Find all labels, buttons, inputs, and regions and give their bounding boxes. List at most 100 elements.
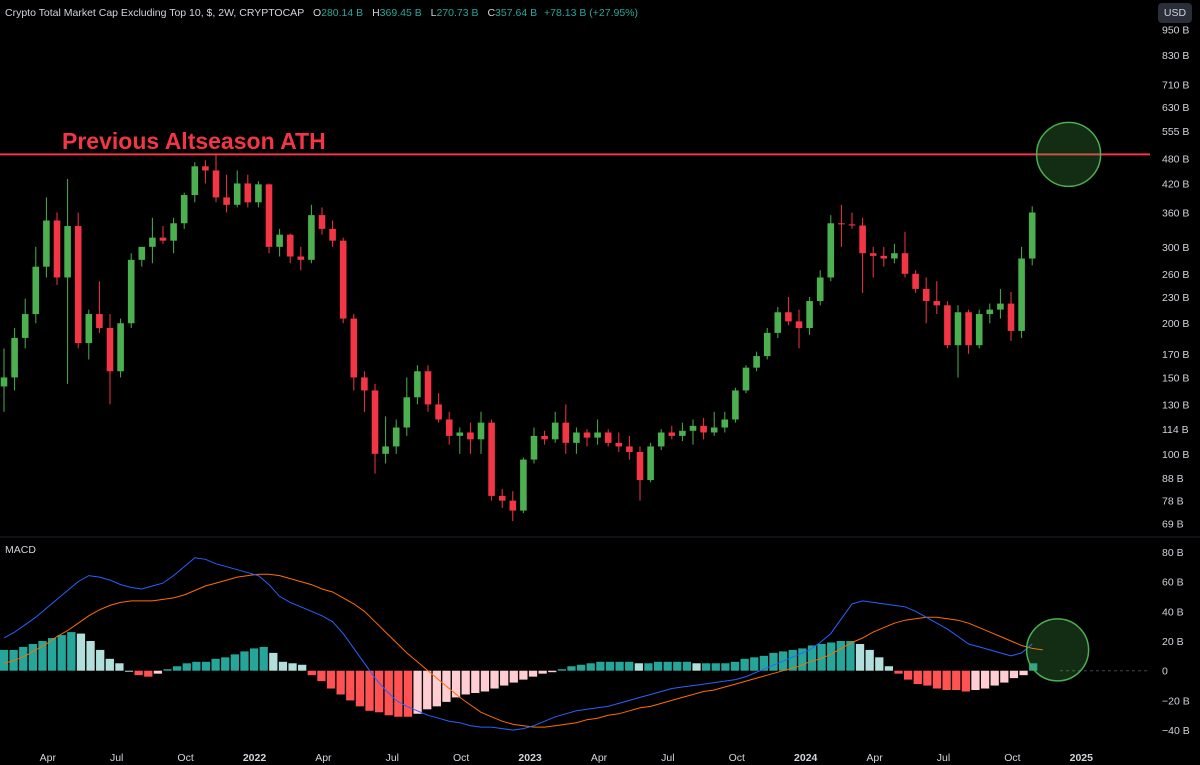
macd-histogram-bar [221, 657, 230, 671]
macd-histogram-bar [1019, 670, 1028, 676]
currency-button[interactable]: USD [1158, 3, 1192, 23]
change-value: +78.13 B (+27.95%) [544, 7, 638, 19]
candle-body [891, 253, 898, 259]
price-tick-label: 88 B [1162, 473, 1184, 485]
price-axis[interactable]: 950 B 830 B 710 B 630 B 555 B 480 B 420 B 360 B… [1162, 25, 1189, 531]
macd-histogram-bar [413, 670, 422, 714]
time-tick-label: Jul [661, 752, 674, 764]
candle-body [286, 234, 294, 257]
macd-histogram-bar [1000, 670, 1009, 683]
candle-body [32, 266, 40, 315]
macd-histogram-bar [1029, 663, 1038, 671]
macd-histogram-bar [894, 670, 903, 674]
macd-histogram-bar [394, 670, 403, 717]
price-tick-label: 710 B [1162, 80, 1189, 92]
macd-histogram-bar [230, 654, 239, 671]
macd-histogram-bar [538, 670, 547, 674]
macd-histogram-bar [355, 670, 365, 707]
candle-body [763, 332, 771, 357]
macd-histogram-bar [326, 670, 336, 689]
candle-body [742, 367, 750, 391]
macd-histogram-bar [730, 661, 740, 671]
macd-histogram-bar [163, 669, 172, 671]
macd-histogram-bar [509, 670, 518, 683]
signal-line [3, 573, 1043, 728]
close-value: 357.64 B [495, 7, 538, 19]
macd-histogram-bar [192, 661, 201, 671]
candle-body [382, 446, 389, 454]
time-tick-label: 2024 [794, 752, 818, 764]
time-axis[interactable]: Apr Jul Oct 2022 Apr Jul Oct 2023 Apr Jul Oct 2024 A… [40, 752, 1094, 764]
candle-body [869, 253, 877, 256]
candle-body [64, 226, 71, 278]
price-tick-label: 170 B [1162, 349, 1189, 361]
candle-body [467, 432, 474, 440]
macd-histogram-bar [432, 670, 441, 707]
macd-histogram-bar [961, 670, 970, 692]
macd-histogram-bar [96, 649, 105, 671]
candle-body [774, 312, 782, 333]
macd-histogram-bar [288, 663, 297, 671]
candle-body [445, 419, 453, 436]
time-tick-label: Apr [866, 752, 883, 764]
candle-body [350, 318, 358, 378]
candle-body [255, 184, 262, 203]
candle-body [0, 377, 8, 387]
macd-histogram-bar [480, 670, 490, 692]
low-label: L [430, 7, 437, 19]
macd-histogram-bar [702, 663, 711, 671]
candle-body [594, 432, 601, 438]
candle-body [859, 225, 866, 254]
macd-histogram-bar [490, 670, 499, 689]
macd-histogram-bar [19, 646, 28, 671]
candle-body [551, 422, 559, 440]
macd-histogram-bar [673, 661, 682, 671]
macd-indicator-label[interactable]: MACD [5, 544, 36, 556]
macd-histogram [0, 632, 1038, 717]
price-tick-label: 200 B [1162, 318, 1189, 330]
candle-body [191, 166, 199, 196]
candle-body [159, 237, 167, 241]
candle-body [933, 301, 941, 306]
candle-body [21, 314, 29, 338]
macd-histogram-bar [827, 642, 836, 671]
candle-body [138, 246, 146, 260]
price-tick-label: 100 B [1162, 449, 1189, 461]
macd-histogram-bar [971, 670, 980, 691]
macd-histogram-bar [365, 670, 374, 711]
candle-body [74, 226, 82, 344]
macd-histogram-bar [28, 643, 37, 671]
time-tick-label: 2025 [1070, 752, 1094, 764]
price-tick-label: 300 B [1162, 242, 1189, 254]
macd-line [3, 557, 1033, 731]
ath-annotation-text: Previous Altseason ATH [62, 128, 326, 154]
macd-tick-label: −20 B [1162, 695, 1190, 707]
price-tick-label: 830 B [1162, 50, 1189, 62]
symbol-title[interactable]: Crypto Total Market Cap Excluding Top 10… [5, 7, 305, 19]
macd-histogram-bar [124, 670, 134, 672]
candle-body [276, 234, 283, 247]
macd-histogram-bar [346, 670, 355, 701]
candle-body [435, 404, 442, 420]
candle-body [403, 397, 411, 428]
candle-body [573, 432, 580, 443]
macd-highlight-circle [1025, 618, 1090, 682]
candle-body [339, 240, 347, 319]
candle-body [11, 337, 18, 378]
macd-histogram-bar [269, 652, 278, 671]
candle-body [498, 495, 506, 501]
candle-body [753, 356, 760, 368]
macd-histogram-bar [634, 663, 643, 671]
macd-histogram-bar [105, 658, 114, 671]
macd-histogram-bar [500, 670, 509, 686]
macd-axis[interactable]: 80 B 60 B 40 B 20 B 0 −20 B −40 B [1162, 547, 1190, 737]
candle-body [85, 314, 93, 344]
macd-histogram-bar [76, 633, 86, 671]
price-tick-label: 230 B [1162, 292, 1189, 304]
candle-body [318, 215, 326, 229]
candle-body [785, 312, 792, 322]
macd-histogram-bar [576, 664, 586, 671]
candle-body [424, 371, 432, 405]
candle-body [308, 215, 315, 260]
